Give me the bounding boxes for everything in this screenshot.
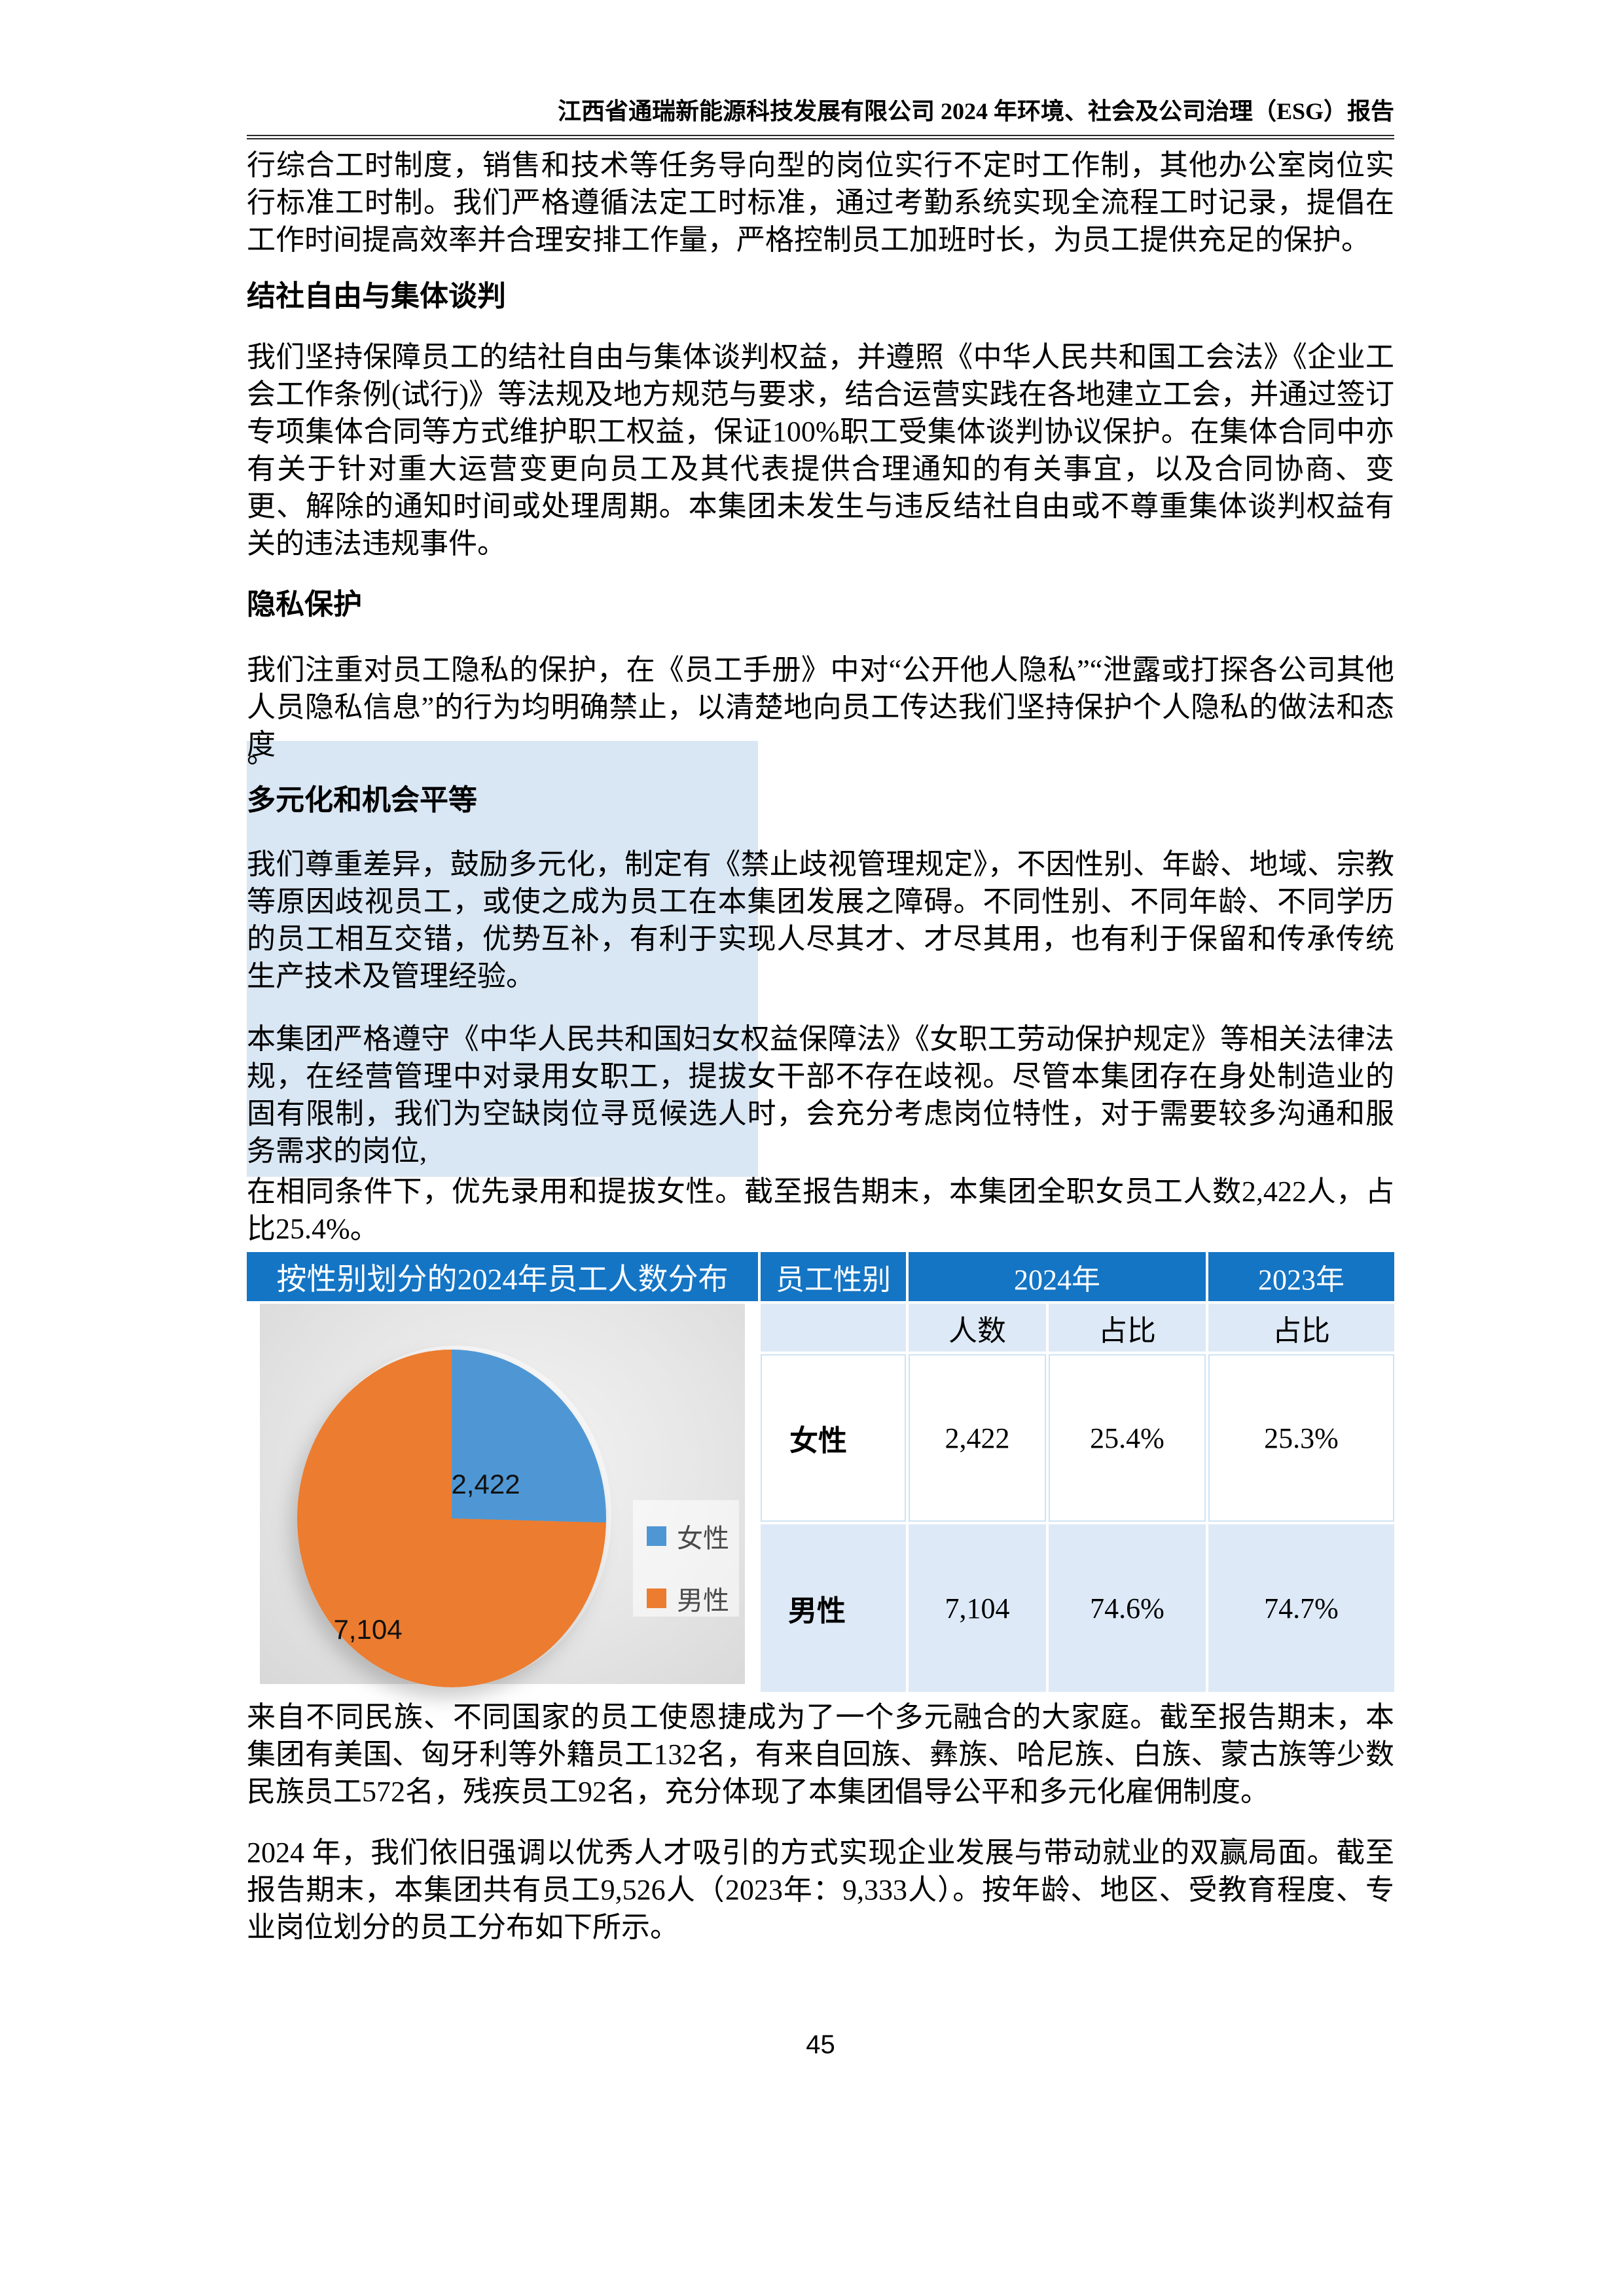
pie-chart-cell: 2,422 7,104 女性 男性 [247,1304,758,1692]
paragraph-diversity: 我们尊重差异，鼓励多元化，制定有《禁止歧视管理规定》，不因性别、年龄、地域、宗教… [247,848,1394,992]
legend-label-male: 男性 [677,1587,729,1615]
legend-label-female: 女性 [677,1524,729,1553]
paragraph-working-hours: 行综合工时制度，销售和技术等任务导向型的岗位实行不定时工作制，其他办公室岗位实行… [247,149,1394,256]
pie-label-female: 2,422 [451,1469,520,1499]
subheader-ratio-2023: 占比 [1208,1304,1394,1352]
paragraph-association: 我们坚持保障员工的结社自由与集体谈判权益，并遵照《中华人民共和国工会法》《企业工… [247,341,1394,560]
paragraph-privacy: 我们注重对员工隐私的保护，在《员工手册》中对“公开他人隐私”“泄露或打探各公司其… [247,654,1394,761]
row-male-count: 7,104 [909,1524,1046,1692]
paragraph-female-ratio: 在相同条件下，优先录用和提拔女性。截至报告期末，本集团全职女员工人数2,422人… [247,1175,1394,1245]
row-male-label: 男性 [761,1524,906,1692]
chart-title: 按性别划分的2024年员工人数分布 [247,1252,758,1301]
row-female-count: 2,422 [909,1354,1046,1522]
paragraph-ethnic-diversity: 来自不同民族、不同国家的员工使恩捷成为了一个多元融合的大家庭。截至报告期末，本集… [247,1701,1394,1808]
highlight-box [247,741,758,1177]
legend-swatch-female-icon [647,1526,666,1546]
subheader-count: 人数 [909,1304,1046,1352]
pie [297,1350,606,1687]
orphan-period: 。 [247,737,276,769]
subheader-ratio-2024: 占比 [1049,1304,1206,1352]
heading-privacy: 隐私保护 [247,588,362,620]
row-female-ratio-2024: 25.4% [1049,1354,1206,1522]
heading-freedom-of-association: 结社自由与集体谈判 [247,280,506,312]
subheader-empty [761,1304,906,1352]
row-male-ratio-2024: 74.6% [1049,1524,1206,1692]
legend-swatch-male-icon [647,1588,666,1608]
row-female-label: 女性 [761,1354,906,1522]
paragraph-headcount: 2024 年，我们依旧强调以优秀人才吸引的方式实现企业发展与带动就业的双赢局面。… [247,1837,1394,1943]
pie-chart-panel: 2,422 7,104 女性 男性 [260,1304,745,1687]
heading-diversity: 多元化和机会平等 [247,784,477,816]
column-header-2024: 2024年 [909,1252,1206,1301]
paragraph-women-protection: 本集团严格遵守《中华人民共和国妇女权益保障法》《女职工劳动保护规定》等相关法律法… [247,1023,1394,1167]
page-number: 45 [806,2030,835,2059]
legend-item-female: 女性 [647,1517,729,1555]
gender-distribution-table: 按性别划分的2024年员工人数分布 员工性别 2024年 2023年 2,422… [247,1252,1394,1692]
row-female-ratio-2023: 25.3% [1208,1354,1394,1522]
legend-item-male: 男性 [647,1579,729,1617]
column-header-2023: 2023年 [1208,1252,1394,1301]
row-male-ratio-2023: 74.7% [1208,1524,1394,1692]
column-header-gender: 员工性别 [761,1252,906,1301]
page-header-title: 江西省通瑞新能源科技发展有限公司 2024 年环境、社会及公司治理（ESG）报告 [247,97,1394,139]
pie-label-male: 7,104 [333,1614,403,1645]
